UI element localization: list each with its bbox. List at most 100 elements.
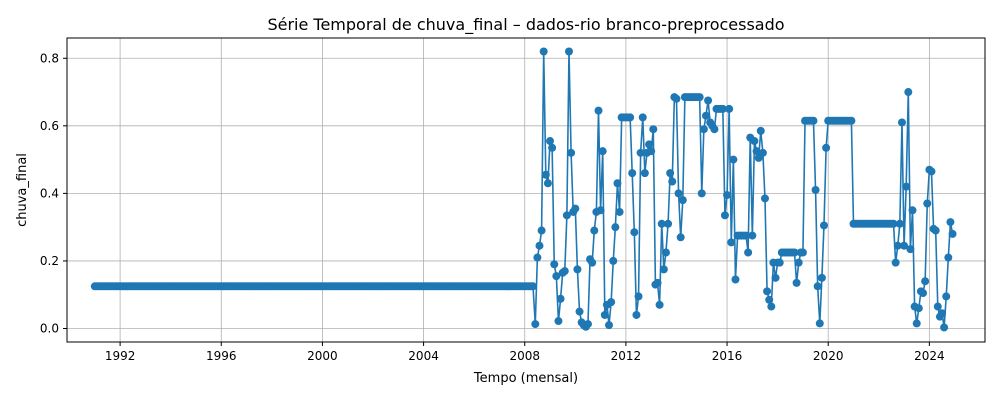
- data-point: [946, 218, 955, 227]
- grid: [67, 38, 985, 342]
- data-point: [571, 204, 580, 213]
- data-point: [771, 273, 780, 282]
- data-point: [605, 321, 614, 330]
- data-point: [893, 241, 902, 250]
- data-point: [600, 310, 609, 319]
- data-point: [902, 182, 911, 191]
- y-tick-label: 0.2: [40, 254, 59, 268]
- x-tick-label: 2012: [611, 349, 642, 363]
- data-point: [904, 88, 913, 97]
- data-point: [564, 47, 573, 56]
- data-point: [539, 47, 548, 56]
- data-point: [537, 226, 546, 235]
- data-point: [653, 278, 662, 287]
- data-point: [817, 273, 826, 282]
- data-point: [554, 317, 563, 326]
- data-point: [809, 116, 818, 125]
- chart-title: Série Temporal de chuva_final – dados-ri…: [267, 15, 784, 35]
- data-point: [758, 148, 767, 157]
- data-point: [938, 309, 947, 318]
- x-tick-label: 1996: [206, 349, 237, 363]
- data-point: [645, 140, 654, 149]
- data-point: [659, 265, 668, 274]
- data-point: [699, 125, 708, 134]
- data-point: [588, 258, 597, 267]
- data-point: [567, 148, 576, 157]
- data-point: [914, 304, 923, 313]
- data-point: [613, 179, 622, 188]
- data-point: [640, 169, 649, 178]
- data-point: [546, 137, 555, 146]
- data-point: [701, 111, 710, 120]
- data-point: [543, 179, 552, 188]
- x-tick-label: 1992: [105, 349, 136, 363]
- data-point: [897, 118, 906, 127]
- data-point: [727, 238, 736, 247]
- data-point: [676, 233, 685, 242]
- data-point: [775, 258, 784, 267]
- data-point: [731, 275, 740, 284]
- data-point: [752, 147, 761, 156]
- data-point: [940, 323, 949, 332]
- data-point: [615, 207, 624, 216]
- x-tick-label: 2004: [408, 349, 439, 363]
- data-point: [710, 125, 719, 134]
- data-point: [725, 104, 734, 113]
- y-tick-label: 0.4: [40, 186, 59, 200]
- data-point: [634, 292, 643, 301]
- data-point: [590, 226, 599, 235]
- data-point: [528, 282, 537, 291]
- data-point: [767, 302, 776, 311]
- x-tick-label: 2024: [914, 349, 945, 363]
- data-point: [720, 211, 729, 220]
- data-point: [847, 116, 856, 125]
- plot-frame: [66, 37, 986, 343]
- data-point: [678, 196, 687, 205]
- x-tick-label: 2000: [307, 349, 338, 363]
- data-point: [948, 229, 957, 238]
- data-point: [908, 206, 917, 215]
- data-point: [744, 248, 753, 257]
- data-point: [927, 167, 936, 176]
- y-tick-label: 0.6: [40, 119, 59, 133]
- data-point: [541, 170, 550, 179]
- data-point: [556, 294, 565, 303]
- data-point: [598, 147, 607, 156]
- data-point: [933, 302, 942, 311]
- data-point: [550, 260, 559, 269]
- data-point: [533, 253, 542, 262]
- data-point: [560, 267, 569, 276]
- data-point: [583, 320, 592, 329]
- data-point: [647, 147, 656, 156]
- data-point: [531, 320, 540, 329]
- data-point: [729, 155, 738, 164]
- data-point: [919, 289, 928, 298]
- data-point: [798, 248, 807, 257]
- data-point: [661, 248, 670, 257]
- x-tick-label: 2020: [813, 349, 844, 363]
- x-tick-label: 2016: [712, 349, 743, 363]
- data-point: [666, 169, 675, 178]
- data-point: [672, 94, 681, 103]
- data-point: [552, 272, 561, 281]
- data-point: [596, 206, 605, 215]
- data-point: [562, 211, 571, 220]
- data-point: [630, 228, 639, 237]
- data-point: [607, 298, 616, 307]
- y-tick-label: 0.0: [40, 321, 59, 335]
- data-point: [638, 113, 647, 122]
- data-point: [822, 143, 831, 152]
- data-point: [704, 96, 713, 105]
- data-point: [906, 245, 915, 254]
- data-point: [535, 241, 544, 250]
- data-point: [632, 310, 641, 319]
- data-point: [792, 278, 801, 287]
- data-point: [723, 191, 732, 200]
- data-point: [815, 319, 824, 328]
- axis-ticks: 1992 1996 2000 2004 2008 2012 2016 2020 2024 0.0 0…: [40, 51, 945, 363]
- x-tick-label: 2008: [509, 349, 540, 363]
- data-point: [912, 319, 921, 328]
- series: [90, 47, 957, 332]
- data-point: [718, 104, 727, 113]
